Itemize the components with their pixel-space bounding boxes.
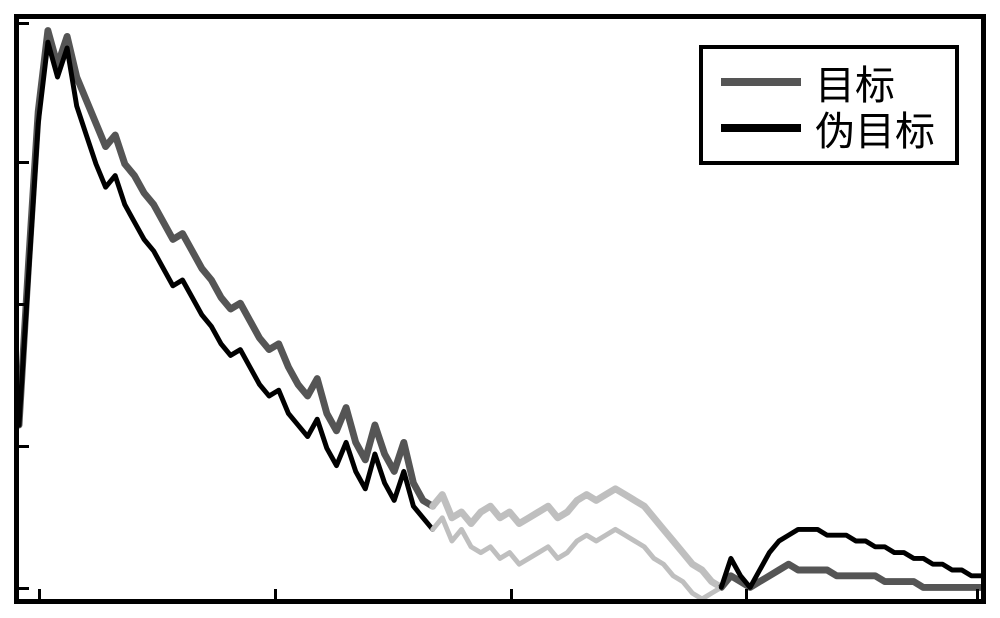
line-target-seg2: [433, 489, 722, 588]
legend-swatch-decoy: [721, 124, 801, 132]
legend-swatch-target: [721, 78, 801, 86]
legend-label-decoy: 伪目标: [815, 99, 935, 157]
chart-container: 目标 伪目标: [14, 14, 986, 604]
line-target-seg1: [19, 31, 433, 507]
legend: 目标 伪目标: [699, 45, 959, 165]
line-decoy-seg2: [433, 518, 722, 599]
legend-item-decoy: 伪目标: [721, 105, 935, 151]
plot-area: 目标 伪目标: [14, 14, 986, 604]
line-decoy-seg1: [19, 42, 433, 529]
